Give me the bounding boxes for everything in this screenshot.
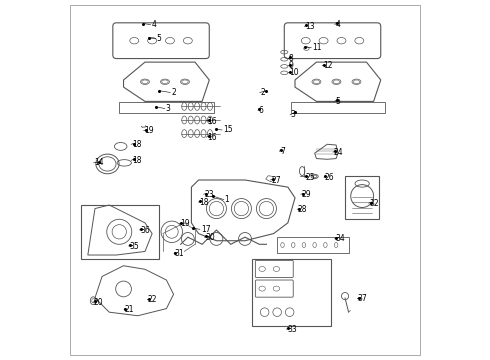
Text: 27: 27 — [271, 176, 281, 185]
Bar — [345, 176, 379, 219]
Text: 10: 10 — [289, 68, 298, 77]
Text: 21: 21 — [124, 305, 134, 314]
Text: 31: 31 — [174, 249, 184, 258]
Text: 30: 30 — [205, 233, 215, 242]
Text: 8: 8 — [289, 54, 294, 63]
Text: 5: 5 — [157, 35, 162, 44]
Text: 15: 15 — [223, 126, 232, 135]
Text: 4: 4 — [151, 20, 156, 29]
Text: 33: 33 — [287, 325, 297, 334]
Text: 26: 26 — [325, 173, 334, 182]
Bar — [252, 258, 331, 327]
Text: 3: 3 — [291, 111, 295, 120]
Text: 5: 5 — [335, 97, 340, 106]
Text: 7: 7 — [280, 147, 285, 156]
Text: 2: 2 — [260, 88, 265, 97]
Text: 25: 25 — [305, 173, 315, 182]
Bar — [81, 205, 159, 258]
Text: 11: 11 — [312, 43, 321, 52]
Text: 6: 6 — [259, 106, 264, 115]
Text: 34: 34 — [335, 234, 345, 243]
Text: 19: 19 — [180, 219, 190, 228]
Text: 1: 1 — [224, 195, 229, 204]
Text: 29: 29 — [301, 190, 311, 199]
Text: 19: 19 — [144, 126, 154, 135]
Text: 18: 18 — [132, 140, 141, 149]
Text: 18: 18 — [132, 156, 141, 165]
Text: 37: 37 — [358, 294, 368, 303]
Text: 32: 32 — [369, 199, 379, 208]
Text: 17: 17 — [201, 225, 210, 234]
Text: 12: 12 — [323, 61, 332, 70]
Text: 20: 20 — [94, 298, 103, 307]
Text: 3: 3 — [166, 104, 171, 113]
Text: 24: 24 — [334, 148, 343, 157]
Text: 4: 4 — [335, 20, 340, 29]
Text: 22: 22 — [148, 295, 157, 304]
Text: 16: 16 — [207, 117, 217, 126]
Text: 9: 9 — [289, 61, 294, 70]
Text: 23: 23 — [204, 190, 214, 199]
Text: 36: 36 — [140, 225, 150, 234]
Text: 14: 14 — [94, 158, 104, 167]
Text: 13: 13 — [305, 22, 315, 31]
Bar — [277, 237, 348, 253]
Text: 28: 28 — [298, 205, 307, 214]
Text: 16: 16 — [207, 132, 217, 141]
Text: 35: 35 — [129, 242, 139, 251]
Text: 18: 18 — [199, 198, 208, 207]
Text: 2: 2 — [171, 88, 176, 97]
